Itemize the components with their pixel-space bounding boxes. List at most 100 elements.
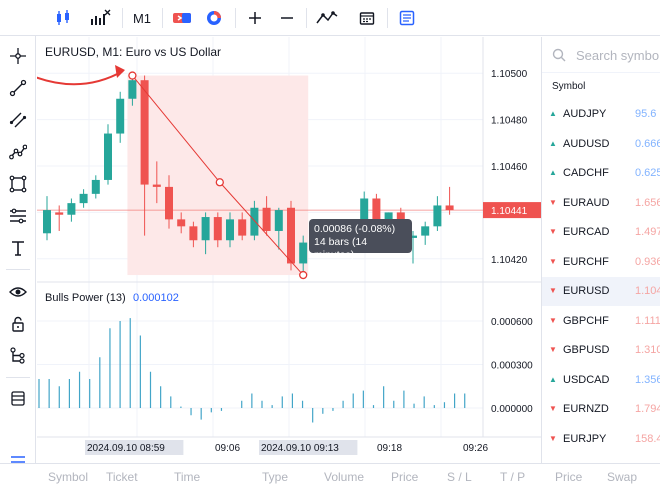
time-axis-label: 2024.09.10 09:13 (261, 443, 339, 454)
symbol-search[interactable]: Search symbol (542, 37, 660, 73)
watchlist-row[interactable]: ▲ CADCHF 0.625 (542, 159, 660, 188)
timeframe-button[interactable]: M1 (132, 10, 152, 26)
zoom-in-icon[interactable] (244, 4, 266, 32)
watchlist-price: 0.625 (635, 167, 660, 179)
measure-tooltip-change: 0.00086 (-0.08%) (314, 223, 396, 235)
candle-body (165, 186, 173, 220)
trade-icon[interactable] (171, 4, 193, 32)
table-column-header[interactable]: Symbol (48, 470, 89, 484)
arrow-down-icon: ▼ (549, 315, 557, 325)
eye-icon[interactable] (4, 278, 32, 306)
lock-icon[interactable] (4, 310, 32, 338)
watchlist-row[interactable]: ▼ EURCHF 0.936 (542, 248, 660, 277)
arrow-down-icon: ▼ (549, 345, 557, 354)
trade-table-header: Symbol Ticket Time Type Volume Price S / L T / … (0, 463, 660, 485)
indicator-axis-label: 0.000300 (491, 361, 533, 372)
watchlist-row[interactable]: ▼ GBPCHF 1.111 (542, 307, 660, 336)
watchlist-row[interactable]: ▼ GBPUSD 1.310 (542, 336, 660, 365)
table-column-header[interactable]: S / L (447, 470, 472, 484)
object-tree-icon[interactable] (4, 342, 32, 370)
watchlist-symbol: EURUSD (563, 285, 610, 297)
measure-tooltip: 0.00086 (-0.08%) 14 bars (14 minutes) (309, 219, 412, 261)
table-column-header[interactable]: Volume (324, 470, 365, 484)
price-axis-label: 1.10500 (491, 69, 528, 80)
watchlist-price: 1.356 (635, 373, 660, 386)
crosshair-icon[interactable] (4, 42, 32, 70)
candle-body (299, 242, 308, 264)
watchlist-symbol: EURCHF (563, 255, 609, 268)
chart-canvas[interactable]: 1.10500 1.10480 1.10460 1.10420 1.10441 0.000… (37, 37, 541, 463)
candle-body (445, 205, 454, 211)
line-tools-icon[interactable] (314, 4, 340, 32)
watchlist-row[interactable]: ▼ EURJPY 158.4 (542, 425, 660, 454)
table-column-header[interactable]: Price (555, 470, 583, 484)
current-price-badge (483, 202, 541, 219)
chart-symbol-title: EURUSD, M1: Euro vs US Dollar (45, 45, 222, 59)
watchlist-price: 1.104 (635, 285, 660, 297)
indicator-axis-label: 0.000600 (491, 317, 533, 328)
indicators-icon[interactable] (88, 4, 112, 32)
channel-icon[interactable] (4, 106, 32, 134)
search-input[interactable]: Search symbol (576, 48, 660, 63)
table-column-header[interactable]: Price (391, 470, 419, 484)
arrow-up-icon: ▲ (549, 109, 557, 118)
price-axis-label: 1.10480 (491, 116, 528, 127)
delete-drawings-icon[interactable] (4, 384, 32, 412)
watchlist-row[interactable]: ▼ EURCAD 1.497 (542, 218, 660, 247)
table-column-header[interactable]: Time (174, 470, 201, 484)
watchlist-panel: Search symbol Symbol ▲ AUDJPY 95.6 ▲ AUDUSD 0… (541, 37, 660, 463)
watchlist-row[interactable]: ▼ EURUSD 1.104 (542, 277, 660, 306)
candle-body (238, 219, 247, 236)
table-column-header[interactable]: Swap (607, 470, 638, 484)
text-tool-icon[interactable] (4, 234, 32, 262)
watchlist-row[interactable]: ▼ EURNZD 1.794 (542, 395, 660, 424)
candle-body (116, 98, 125, 134)
candle-body (140, 80, 149, 185)
candle-body (360, 198, 369, 231)
watchlist-symbol: USDCAD (563, 373, 610, 386)
table-column-header[interactable]: T / P (500, 470, 526, 484)
arrow-down-icon: ▼ (549, 404, 557, 413)
watchlist-symbol: GBPUSD (563, 344, 610, 356)
time-axis-label: 09:26 (463, 443, 488, 454)
arrow-down-icon: ▼ (549, 227, 557, 236)
time-axis-label: 09:18 (377, 443, 402, 454)
watchlist-symbol: EURCAD (563, 226, 610, 238)
price-axis-label: 1.10460 (491, 162, 528, 173)
watchlist-row[interactable]: ▲ AUDJPY 95.6 (542, 100, 660, 129)
zoom-out-icon[interactable] (276, 4, 298, 32)
watchlist-price: 158.4 (635, 432, 660, 445)
table-column-header[interactable]: Type (262, 470, 289, 484)
watchlist-row[interactable]: ▼ EURAUD 1.656 (542, 189, 660, 218)
polyline-icon[interactable] (4, 138, 32, 166)
chart-area[interactable]: 1.10500 1.10480 1.10460 1.10420 1.10441 0.000… (37, 37, 541, 463)
candle-body (213, 217, 222, 241)
pointer-arrow (37, 70, 124, 86)
arrow-down-icon: ▼ (549, 256, 557, 266)
watchlist-price: 1.794 (635, 403, 660, 415)
watchlist-row[interactable]: ▲ AUDUSD 0.666 (542, 130, 660, 159)
trend-line-icon[interactable] (4, 74, 32, 102)
calendar-icon[interactable] (356, 4, 378, 32)
candle-body (43, 210, 51, 234)
drawing-handle (215, 178, 224, 187)
candlestick-chart-icon[interactable] (52, 4, 74, 32)
candle-body (79, 193, 88, 204)
watchlist-symbol: GBPCHF (563, 314, 609, 327)
rectangle-shape-icon[interactable] (4, 170, 32, 198)
watchlist-symbol: EURAUD (563, 196, 610, 209)
arrow-up-icon: ▲ (549, 374, 557, 384)
arrow-up-icon: ▲ (549, 168, 557, 177)
fibonacci-icon[interactable] (4, 202, 32, 230)
indicator-axis-label: 0.000000 (491, 404, 533, 415)
time-axis-label: 2024.09.10 08:59 (87, 443, 165, 454)
watchlist-toggle-icon[interactable] (396, 4, 418, 32)
watchlist-price: 0.936 (635, 255, 660, 268)
time-axis-highlight (259, 440, 358, 455)
watchlist-symbol: CADCHF (563, 167, 609, 179)
watchlist-price: 1.656 (635, 196, 660, 209)
search-icon (552, 48, 566, 62)
watchlist-row[interactable]: ▲ USDCAD 1.356 (542, 366, 660, 395)
autotrading-icon[interactable] (202, 4, 226, 32)
table-column-header[interactable]: Ticket (106, 470, 138, 484)
